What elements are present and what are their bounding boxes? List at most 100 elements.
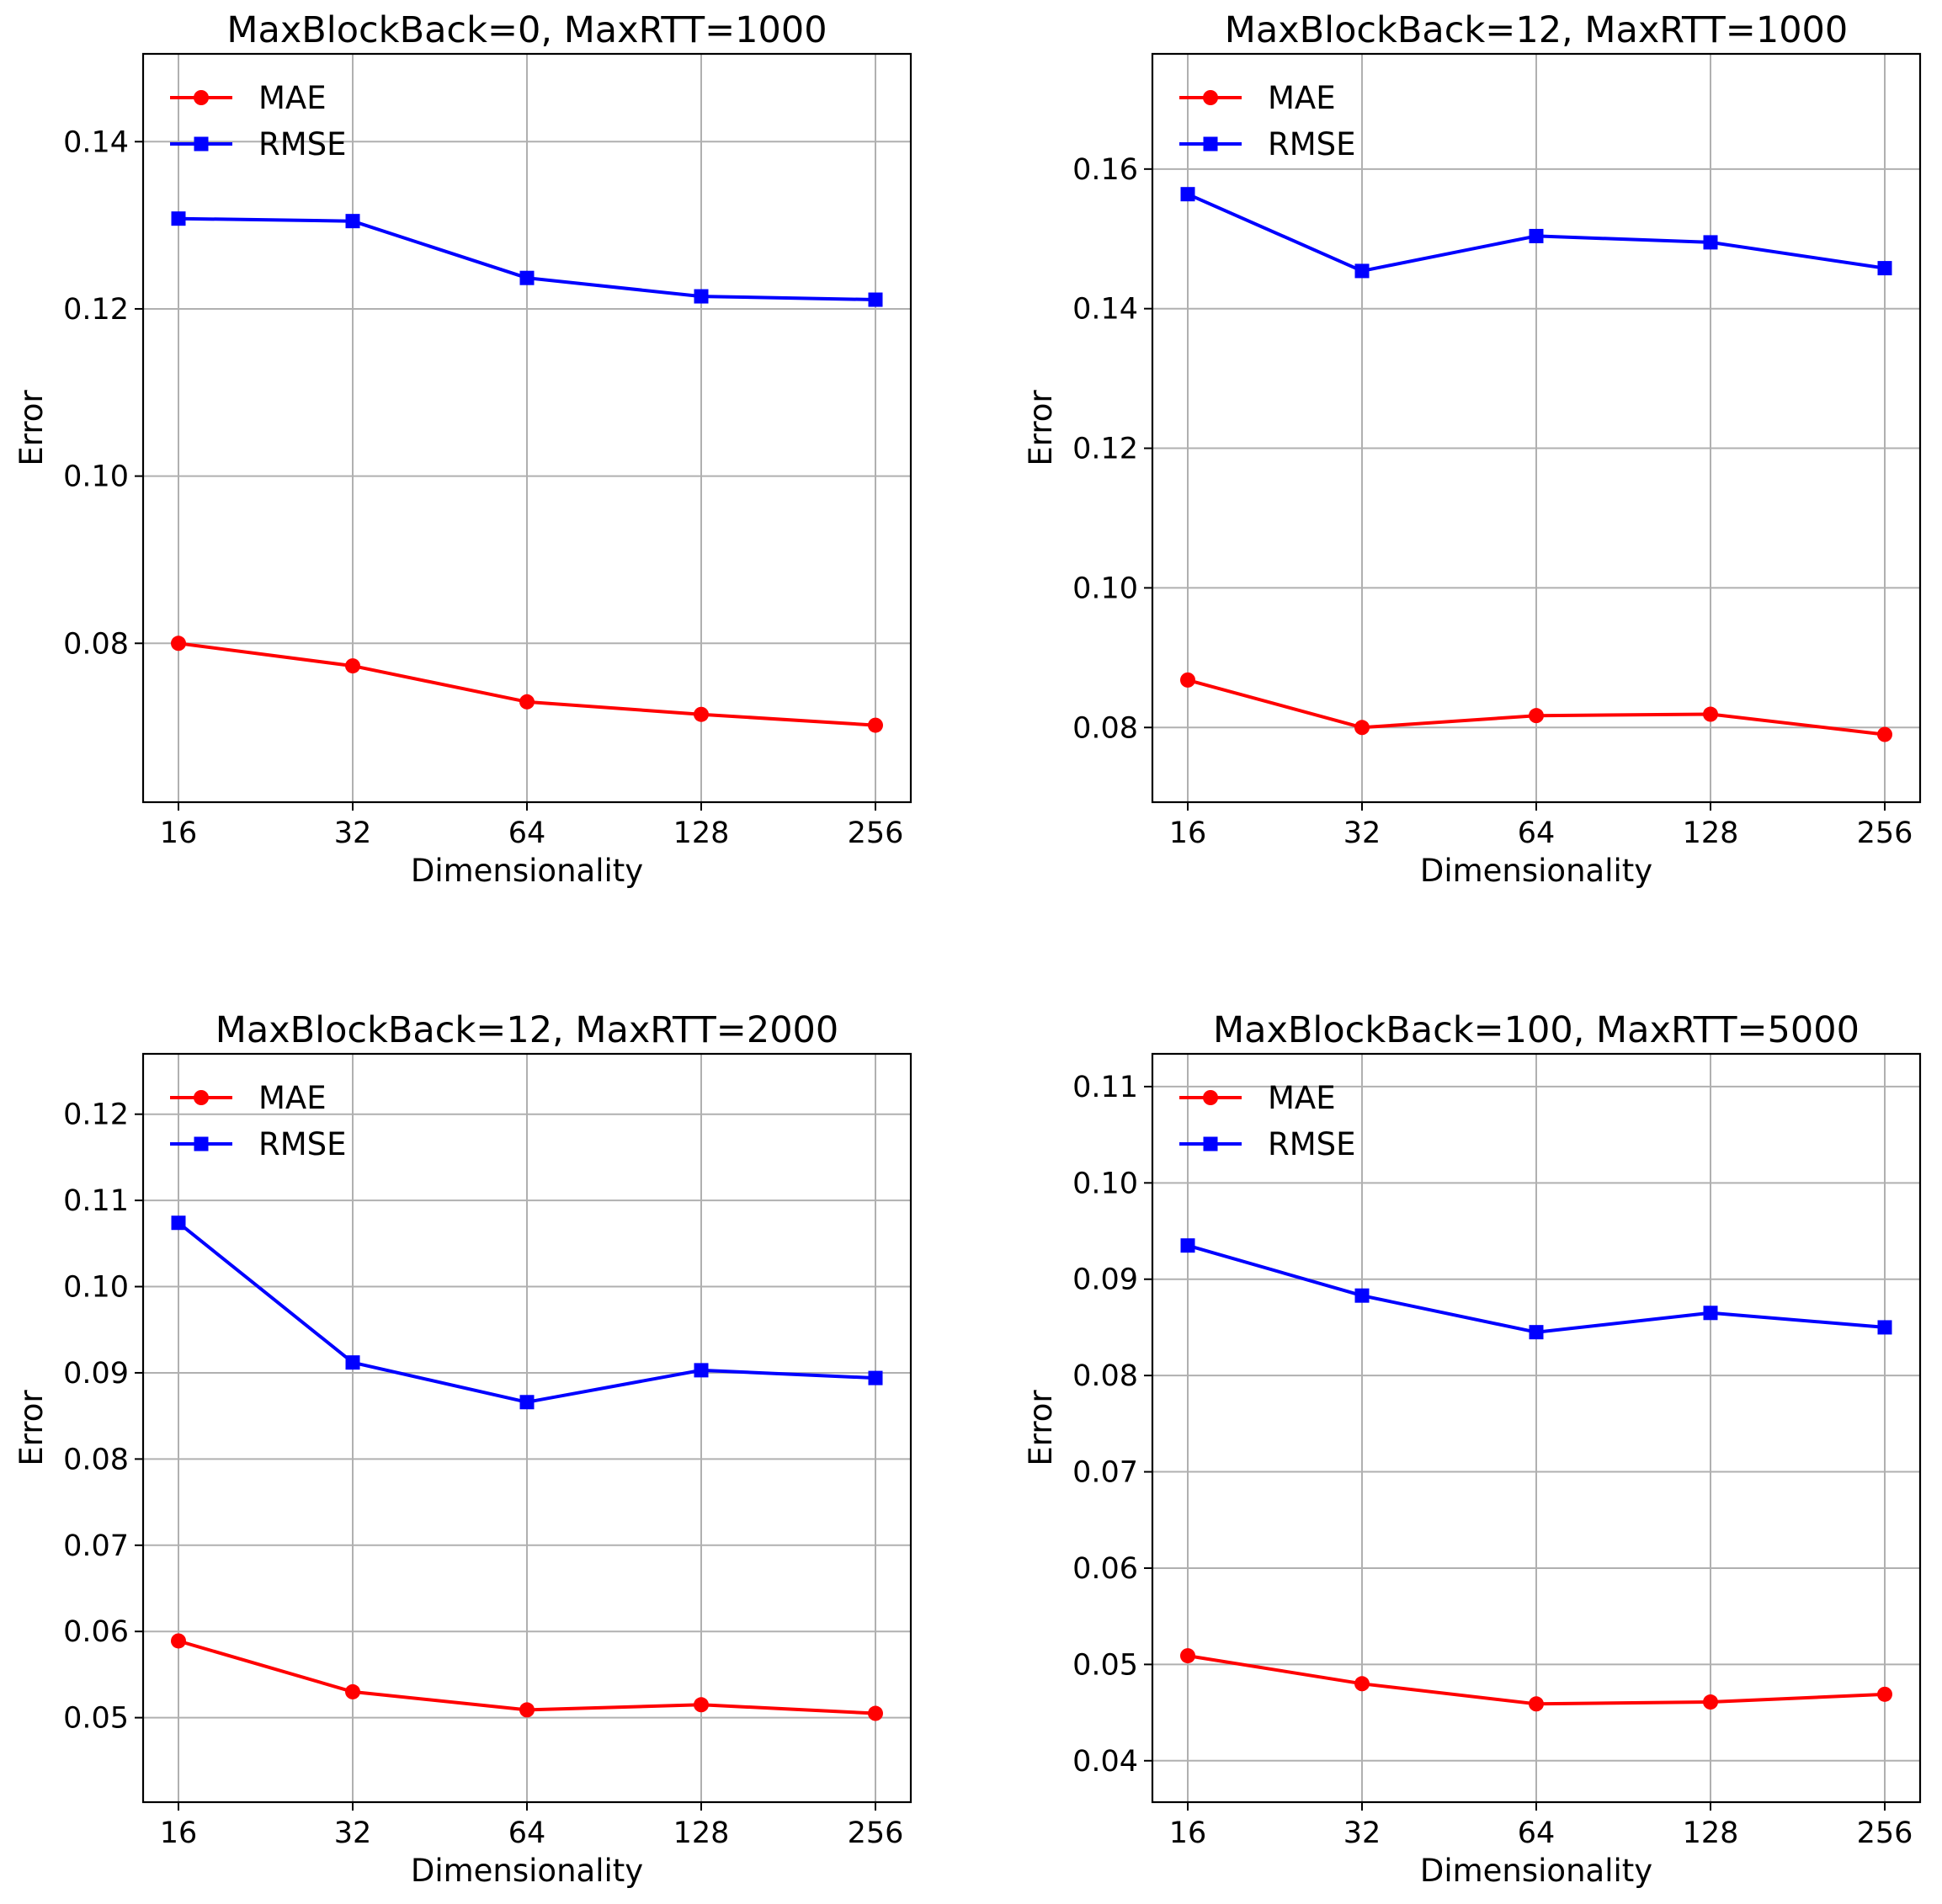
legend-label-mae: MAE [258,1080,327,1116]
data-point-mae [1877,1686,1892,1702]
legend-marker-mae [1203,1090,1218,1105]
x-tick-label: 16 [1169,1816,1207,1850]
y-tick-label: 0.14 [63,125,129,159]
y-tick-label: 0.10 [63,460,129,494]
data-point-rmse [345,1355,360,1370]
data-point-mae [868,717,883,733]
subplot-1: 16 32 64 128 256 0.08 0.10 0.12 0.14 MaxBlockBack… [13,9,912,889]
legend: MAE RMSE [1179,1080,1356,1162]
y-axis-label: Error [13,1390,50,1466]
y-tick-label: 0.12 [63,1098,129,1132]
data-point-rmse [171,1215,186,1231]
x-tick-label: 128 [673,1816,730,1850]
legend-label-rmse: RMSE [258,1126,347,1162]
legend-label-rmse: RMSE [1268,126,1356,162]
data-point-rmse [1529,228,1544,243]
data-point-mae [345,658,360,674]
y-tick-label: 0.08 [63,1443,129,1476]
data-point-rmse [1877,1320,1892,1335]
x-tick-label: 32 [1343,1816,1381,1850]
y-tick-label: 0.11 [1072,1071,1138,1104]
data-point-mae [345,1683,360,1699]
y-tick-label: 0.10 [1072,572,1138,605]
legend-marker-rmse [1203,136,1218,152]
x-tick-label: 64 [1518,816,1556,850]
x-axis-label: Dimensionality [411,853,643,889]
y-tick-label: 0.06 [63,1615,129,1649]
legend-label-rmse: RMSE [1268,1126,1356,1162]
x-tick-label: 256 [1857,1816,1913,1850]
data-point-mae [171,636,186,652]
x-tick-label: 256 [1857,816,1913,850]
data-point-rmse [1529,1325,1544,1340]
x-tick-label: 32 [1343,816,1381,850]
x-tick-label: 64 [1518,1816,1556,1850]
subplot-4: 16 32 64 128 256 0.04 0.05 0.06 0.07 0.08 0.09 0.10… [1023,1009,1922,1889]
y-tick-label: 0.16 [1072,153,1138,187]
legend: MAE RMSE [170,80,347,162]
chart-title: MaxBlockBack=12, MaxRTT=2000 [215,1009,839,1051]
data-point-mae [519,1702,535,1718]
data-point-rmse [694,1363,709,1378]
data-point-mae [1354,1676,1370,1692]
y-tick-label: 0.12 [1072,433,1138,466]
data-point-rmse [519,1395,535,1410]
x-tick-label: 16 [1169,816,1207,850]
data-point-rmse [1354,263,1370,279]
legend-marker-mae [194,1090,209,1105]
data-point-rmse [868,292,883,307]
y-tick-label: 0.09 [1072,1263,1138,1297]
y-tick-label: 0.08 [1072,711,1138,745]
x-axis-label: Dimensionality [1420,853,1652,889]
x-axis-label: Dimensionality [1420,1853,1652,1889]
data-point-rmse [1180,1238,1195,1253]
data-point-rmse [345,214,360,229]
y-tick-label: 0.10 [63,1271,129,1305]
y-axis-label: Error [13,390,50,466]
legend-label-mae: MAE [1268,80,1336,116]
data-point-mae [171,1633,186,1649]
data-point-mae [1529,708,1544,724]
legend-marker-rmse [194,1136,209,1151]
x-tick-label: 128 [1683,816,1739,850]
legend: MAE RMSE [170,1080,347,1162]
data-point-rmse [1703,235,1718,250]
x-tick-label: 32 [334,1816,372,1850]
legend: MAE RMSE [1179,80,1356,162]
y-tick-label: 0.12 [63,293,129,327]
y-axis-label: Error [1023,1390,1059,1466]
chart-title: MaxBlockBack=12, MaxRTT=1000 [1225,9,1849,51]
chart-title: MaxBlockBack=0, MaxRTT=1000 [226,9,827,51]
data-point-mae [1877,726,1892,742]
data-point-mae [519,694,535,710]
data-point-rmse [1354,1288,1370,1303]
chart-title: MaxBlockBack=100, MaxRTT=5000 [1213,1009,1860,1051]
y-tick-label: 0.08 [1072,1359,1138,1393]
subplot-3: 16 32 64 128 256 0.05 0.06 0.07 0.08 0.09 0.10 0.11… [13,1009,912,1889]
data-point-mae [1529,1696,1544,1712]
y-tick-label: 0.06 [1072,1552,1138,1586]
legend-label-mae: MAE [1268,1080,1336,1116]
y-tick-label: 0.09 [63,1357,129,1391]
y-tick-label: 0.05 [1072,1648,1138,1682]
x-tick-label: 16 [160,816,198,850]
subplot-2: 16 32 64 128 256 0.08 0.10 0.12 0.14 0.16 MaxBlock… [1023,9,1922,889]
x-tick-label: 32 [334,816,372,850]
y-tick-label: 0.10 [1072,1167,1138,1200]
legend-marker-mae [194,90,209,105]
x-tick-label: 128 [1683,1816,1739,1850]
x-tick-label: 256 [848,816,904,850]
x-tick-label: 16 [160,1816,198,1850]
data-point-rmse [171,211,186,226]
data-point-rmse [519,270,535,285]
y-tick-label: 0.04 [1072,1745,1138,1779]
y-tick-label: 0.14 [1072,293,1138,327]
x-axis-label: Dimensionality [411,1853,643,1889]
legend-label-mae: MAE [258,80,327,116]
y-tick-label: 0.07 [1072,1456,1138,1490]
legend-marker-rmse [1203,1136,1218,1151]
x-tick-label: 128 [673,816,730,850]
data-point-rmse [1703,1306,1718,1321]
legend-label-rmse: RMSE [258,126,347,162]
